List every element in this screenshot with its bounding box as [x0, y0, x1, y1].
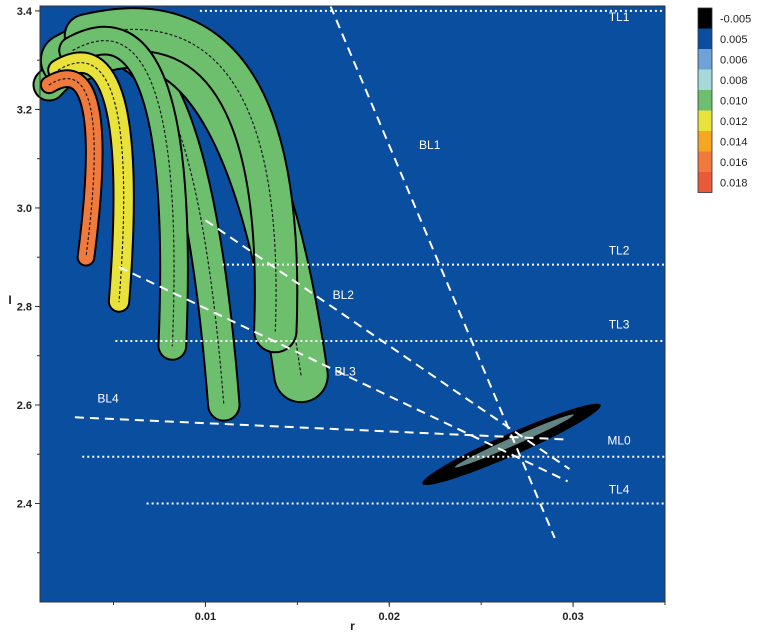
contour-arc-texture — [48, 78, 95, 258]
colorbar-label: 0.016 — [720, 157, 748, 169]
contour-arc-texture — [57, 62, 125, 303]
line-label: BL1 — [419, 138, 441, 152]
line-labels: TL1 BL1 TL2 BL2 TL3 BL3 BL4 ML0 TL4 — [97, 10, 631, 497]
colorbar-swatch — [698, 28, 712, 49]
colorbar-label: 0.005 — [720, 34, 748, 46]
colorbar-swatch — [698, 69, 712, 90]
y-axis-label: I — [8, 293, 11, 307]
colorbar: -0.005 0.005 0.006 0.008 0.010 0.012 0.014 0.01… — [697, 7, 751, 193]
colorbar-swatch — [698, 8, 712, 29]
y-tick-label: 3.0 — [17, 203, 32, 215]
beam-line — [118, 266, 569, 483]
colorbar-label: 0.006 — [720, 54, 748, 66]
line-label: TL1 — [609, 10, 630, 24]
x-tick-label: 0.02 — [379, 611, 400, 623]
colorbar-swatch — [698, 172, 712, 193]
beam-lines — [74, 5, 570, 539]
colorbar-label: 0.014 — [720, 136, 748, 148]
line-label: BL4 — [97, 392, 119, 406]
beam-line — [329, 5, 556, 539]
line-label: ML0 — [607, 433, 631, 447]
contour-arc-texture — [85, 28, 277, 332]
colorbar-swatch — [698, 90, 712, 111]
colorbar-frame — [697, 7, 713, 193]
line-label: BL2 — [333, 288, 355, 302]
colorbar-swatch — [698, 151, 712, 172]
beam-line — [74, 416, 566, 441]
colorbar-label: -0.005 — [720, 13, 751, 25]
x-tick-label: 0.03 — [562, 611, 583, 623]
colorbar-swatch — [698, 49, 712, 70]
colorbar-label: 0.008 — [720, 75, 748, 87]
line-label: TL3 — [609, 318, 630, 332]
y-tick-label: 3.2 — [17, 104, 32, 116]
y-axis-ticks: 2.4 2.6 2.8 3.0 3.2 3.4 — [17, 6, 40, 554]
contour-arcs — [32, 7, 329, 422]
line-label: TL4 — [609, 483, 630, 497]
x-axis-label: r — [350, 619, 355, 633]
colorbar-label: 0.010 — [720, 95, 748, 107]
contour-arc-texture — [72, 40, 175, 347]
colorbar-swatch — [698, 131, 712, 152]
plot-background — [40, 6, 665, 602]
y-tick-label: 2.4 — [17, 498, 33, 510]
x-axis-ticks: 0.01 0.02 0.03 — [113, 602, 666, 623]
colorbar-label: 0.012 — [720, 116, 748, 128]
colorbar-label: 0.018 — [720, 177, 748, 189]
horizontal-lines — [82, 9, 665, 505]
x-tick-label: 0.01 — [195, 611, 216, 623]
y-tick-label: 3.4 — [17, 6, 33, 18]
line-label: TL2 — [609, 244, 630, 258]
beam-line — [204, 219, 570, 470]
y-tick-label: 2.8 — [17, 301, 32, 313]
y-tick-label: 2.6 — [17, 400, 32, 412]
plot-frame — [39, 5, 666, 603]
line-label: BL3 — [334, 364, 356, 378]
colorbar-swatch — [698, 110, 712, 131]
